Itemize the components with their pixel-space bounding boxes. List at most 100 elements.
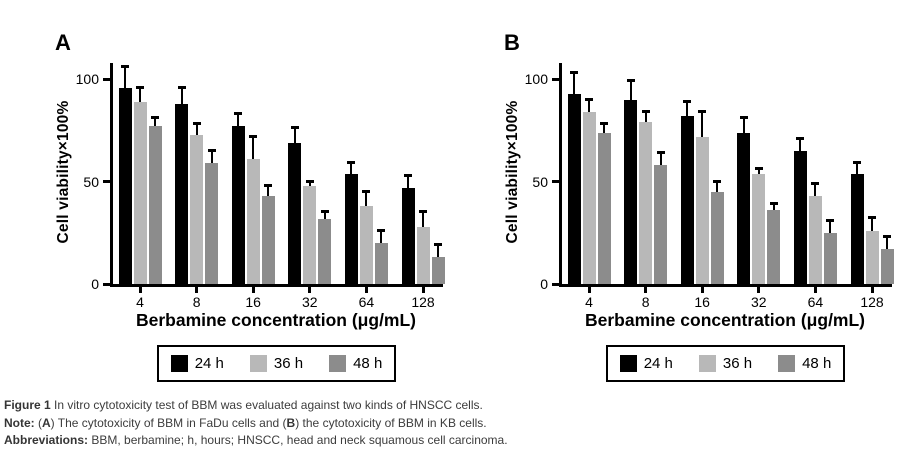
x-tick [813,287,817,293]
legend-item-48h: 48 h [329,355,382,372]
panel-label-a: A [55,30,71,55]
bar [246,159,260,284]
bar [205,163,219,284]
y-tick-label: 50 [532,173,548,190]
error-bar-line [814,181,817,197]
bar [148,126,162,284]
error-bar-line [124,65,126,88]
y-axis-title-b: Cell viability×100% [504,100,521,244]
error-bar-line [252,134,255,160]
error-bar-line [293,126,296,143]
error-bar-line [829,218,832,233]
legend-swatch-48h [778,355,796,372]
y-tick [103,77,110,81]
y-tick-label: 100 [524,71,548,88]
error-bar-cap [320,210,329,214]
y-tick [552,180,559,184]
legend-label-36h: 36 h [273,355,304,372]
error-bar-cap [698,110,707,114]
plot-area-a: 0 50 100 4 8 16 32 64 128 [76,63,445,310]
bar [823,232,837,284]
error-bar-line [380,228,383,244]
legend-wrap-b: 24 h 36 h 48 h [559,345,892,382]
x-tick [421,287,425,293]
error-bar-line [886,234,888,250]
bar [710,191,724,284]
error-bar-line [323,210,326,219]
error-bar-cap [826,218,835,222]
error-bar-cap [404,173,412,177]
error-bar-line [267,183,270,197]
error-bar-cap [656,151,665,154]
x-tick [700,287,704,293]
caption-bold-text: Figure 1 [4,398,55,412]
bar [431,257,445,284]
error-bar-cap [811,181,820,185]
legend-swatch-24h [619,355,637,372]
y-tick [103,180,110,184]
error-bar-cap [177,85,186,89]
bar [737,132,751,284]
x-tick-label: 16 [694,294,710,310]
bar [654,165,668,284]
x-tick-label: 4 [585,294,593,310]
x-tick [587,287,591,293]
legend-item-48h: 48 h [778,355,831,372]
bar [133,101,147,284]
bar [344,173,358,284]
error-bar-line [871,216,873,231]
bar [175,103,189,284]
legend-swatch-24h [170,355,188,372]
x-tick-label: 8 [641,294,650,310]
error-bar-line [757,167,760,174]
legend-item-24h: 24 h [619,355,673,372]
x-tick [195,287,199,293]
bar [318,218,332,284]
bar [695,136,709,284]
bar [850,173,864,284]
bar [401,187,415,284]
x-tick-label: 32 [751,294,767,310]
caption-text: In vitro cytotoxicity test of BBM was ev… [54,398,483,412]
error-bar-line [686,99,689,117]
legend-label-48h: 48 h [353,355,383,372]
panel-label-b: B [504,30,520,55]
error-bar-line [742,116,745,133]
y-tick-label: 0 [91,276,99,292]
error-bar-line [308,179,311,186]
error-bar-cap [600,122,608,126]
bar [880,249,894,284]
caption-bold-text: Note: [4,415,38,430]
x-tick [251,287,255,293]
bar [359,206,373,284]
caption-text: ( [38,415,42,430]
x-tick-label: 4 [136,294,144,310]
legend-swatch-36h [249,355,267,372]
y-axis-title-a: Cell viability×100% [55,100,72,244]
error-bar-cap [249,134,258,138]
x-tick-label: 128 [411,294,435,310]
error-bar-cap [377,228,386,232]
legend-swatch-48h [329,355,347,372]
bar [374,243,388,284]
error-bar-line [856,161,858,174]
x-tick [644,287,648,293]
caption-text: BBM, berbamine; h, hours; HNSCC, head an… [91,433,508,448]
bar [118,87,132,284]
error-bar-line [644,110,647,123]
error-bar-cap [739,116,748,120]
error-bar-line [195,122,198,135]
x-tick [364,287,368,293]
x-tick-label: 8 [192,294,201,310]
error-bar-line [701,110,704,137]
error-bar-line [716,179,719,192]
legend-label-36h: 36 h [722,355,753,372]
error-bar-line [139,85,141,102]
x-tick [870,287,874,293]
error-bar-line [350,161,353,174]
bar [231,126,245,284]
error-bar-cap [264,183,273,187]
error-bar-cap [769,202,778,206]
bar [261,196,275,284]
